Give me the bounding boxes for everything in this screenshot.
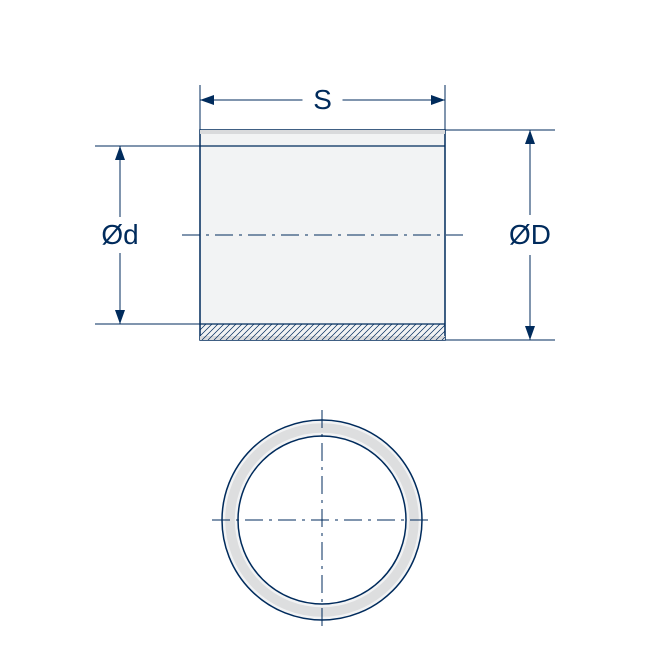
- side-view: [182, 130, 463, 340]
- arrow-head: [115, 146, 125, 160]
- arrow-head: [525, 326, 535, 340]
- shade-band: [200, 130, 445, 134]
- dim-label-s: S: [313, 84, 332, 115]
- arrow-head: [200, 95, 214, 105]
- arrow-head: [431, 95, 445, 105]
- arrow-head: [525, 130, 535, 144]
- arrow-head: [115, 310, 125, 324]
- dim-label-D: ØD: [509, 219, 551, 250]
- end-view: [212, 410, 432, 630]
- dim-label-d: Ød: [101, 219, 138, 250]
